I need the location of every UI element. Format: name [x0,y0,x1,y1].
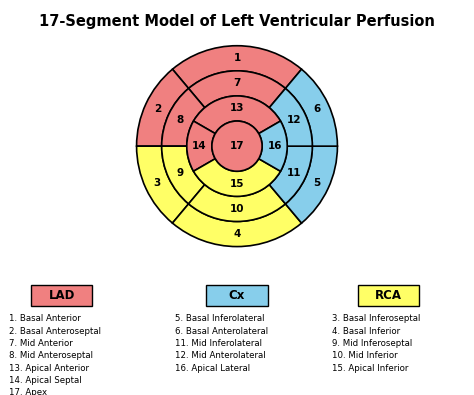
Text: 8: 8 [176,115,184,125]
Text: RCA: RCA [375,289,402,302]
Text: 9: 9 [176,167,184,178]
Text: 8. Mid Anteroseptal: 8. Mid Anteroseptal [9,351,93,360]
Wedge shape [285,146,337,223]
Text: 5: 5 [313,178,320,188]
FancyBboxPatch shape [31,284,92,306]
Text: 5. Basal Inferolateral: 5. Basal Inferolateral [175,314,265,324]
Wedge shape [193,159,281,196]
Wedge shape [162,88,205,146]
Text: 11: 11 [287,167,301,178]
Text: 12. Mid Anterolateral: 12. Mid Anterolateral [175,351,266,360]
Text: 13. Apical Anterior: 13. Apical Anterior [9,363,90,372]
Wedge shape [189,71,285,108]
Wedge shape [173,46,301,88]
Wedge shape [173,204,301,246]
Wedge shape [189,184,285,222]
Wedge shape [259,121,287,171]
Text: 13: 13 [230,103,244,113]
Text: 11. Mid Inferolateral: 11. Mid Inferolateral [175,339,263,348]
Text: LAD: LAD [48,289,75,302]
Wedge shape [162,146,205,204]
Text: 6. Basal Anterolateral: 6. Basal Anterolateral [175,327,268,336]
Wedge shape [137,146,189,223]
Text: 9. Mid Inferoseptal: 9. Mid Inferoseptal [332,339,412,348]
Text: 10. Mid Inferior: 10. Mid Inferior [332,351,397,360]
Text: 7. Mid Anterior: 7. Mid Anterior [9,339,73,348]
FancyBboxPatch shape [206,284,268,306]
Text: 2. Basal Anteroseptal: 2. Basal Anteroseptal [9,327,101,336]
Text: 3. Basal Inferoseptal: 3. Basal Inferoseptal [332,314,420,324]
Text: 14: 14 [192,141,207,151]
Text: 17. Apex: 17. Apex [9,388,47,395]
Text: 4: 4 [233,229,241,239]
Text: 10: 10 [230,204,244,214]
Wedge shape [269,88,312,146]
Text: 14. Apical Septal: 14. Apical Septal [9,376,82,385]
Text: 7: 7 [233,78,241,88]
Text: 16. Apical Lateral: 16. Apical Lateral [175,363,250,372]
Circle shape [212,121,262,171]
Wedge shape [137,69,189,146]
Text: 12: 12 [287,115,301,125]
Text: 3: 3 [154,178,161,188]
Text: 16: 16 [267,141,282,151]
Text: 17-Segment Model of Left Ventricular Perfusion: 17-Segment Model of Left Ventricular Per… [39,14,435,29]
Text: Cx: Cx [229,289,245,302]
Wedge shape [187,121,215,171]
Text: 15. Apical Inferior: 15. Apical Inferior [332,363,408,372]
Text: 1. Basal Anterior: 1. Basal Anterior [9,314,81,324]
Wedge shape [269,146,312,204]
Wedge shape [285,69,337,146]
Text: 15: 15 [230,179,244,189]
Text: 1: 1 [233,53,241,63]
Wedge shape [193,96,281,134]
Text: 6: 6 [313,104,320,114]
FancyBboxPatch shape [358,284,419,306]
Text: 2: 2 [154,104,161,114]
Text: 4. Basal Inferior: 4. Basal Inferior [332,327,400,336]
Text: 17: 17 [230,141,244,151]
